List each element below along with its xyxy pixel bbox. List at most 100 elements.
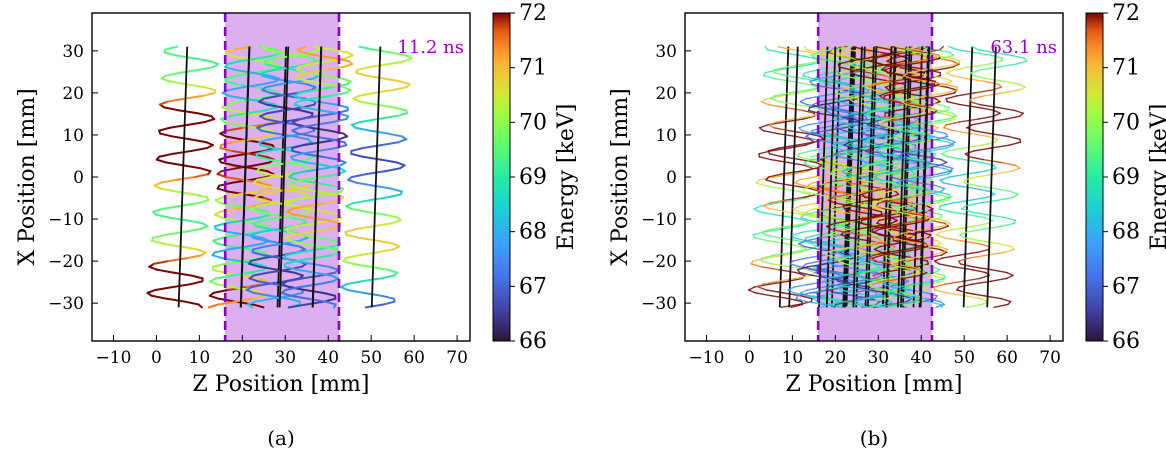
trajectory-segment: [846, 150, 867, 155]
trajectory-segment: [826, 257, 838, 262]
turning-path: [278, 46, 290, 308]
trajectory-segment: [352, 262, 372, 268]
turning-path: [370, 46, 382, 308]
trajectory-segment: [897, 266, 916, 271]
trajectory-segment: [1001, 222, 1015, 227]
trajectory-segment: [803, 184, 816, 190]
trajectory-segment: [346, 288, 365, 294]
trajectory-segment: [895, 257, 913, 262]
trajectory-segment: [973, 147, 992, 152]
trajectory-segment: [182, 228, 202, 234]
trajectory-segment: [158, 152, 174, 158]
trajectory-segment: [175, 176, 196, 181]
trajectory-segment: [889, 286, 900, 291]
trajectory-segment: [249, 257, 265, 263]
trajectory-segment: [345, 233, 361, 239]
trajectory-segment: [865, 289, 878, 294]
trajectory-segment: [861, 170, 881, 175]
trajectory-segment: [979, 199, 1000, 204]
trajectory-segment: [958, 283, 973, 288]
trajectory-segment: [317, 100, 337, 106]
trajectory-segment: [840, 234, 852, 239]
trajectory-segment: [788, 144, 807, 149]
trajectory-segment: [805, 132, 812, 138]
trajectory-segment: [873, 248, 882, 254]
trajectory-segment: [800, 295, 813, 300]
trajectory-segment: [910, 138, 928, 143]
trajectory-segment: [797, 266, 809, 271]
trajectory-segment: [925, 156, 943, 161]
trajectory-segment: [939, 112, 954, 117]
trajectory-segment: [885, 167, 900, 172]
trajectory-segment: [938, 109, 954, 114]
trajectory-segment: [306, 297, 327, 303]
trajectory-segment: [853, 292, 874, 297]
trajectory-segment: [890, 176, 903, 181]
trajectory-segment: [862, 167, 871, 172]
trajectory-segment: [884, 118, 901, 123]
trajectory-segment: [267, 268, 288, 274]
trajectory-segment: [228, 152, 248, 158]
trajectory-segment: [958, 251, 979, 256]
trajectory-segment: [774, 92, 790, 97]
trajectory-segment: [291, 170, 308, 176]
trajectory-segment: [838, 225, 849, 230]
trajectory-segment: [884, 66, 895, 71]
trajectory-segment: [758, 156, 772, 161]
trajectory-segment: [942, 182, 958, 187]
trajectory-segment: [198, 65, 215, 71]
trajectory-segment: [752, 257, 767, 262]
trajectory-segment: [911, 150, 931, 155]
trajectory-segment: [869, 57, 876, 62]
trajectory-segment: [804, 164, 814, 170]
trajectory-segment: [865, 251, 884, 256]
trajectory-segment: [860, 277, 877, 282]
trajectory-segment: [879, 167, 886, 172]
trajectory-segment: [768, 121, 778, 126]
trajectory-segment: [151, 233, 167, 239]
trajectory-segment: [807, 86, 824, 91]
trajectory-segment: [285, 225, 298, 231]
trajectory-segment: [956, 289, 968, 294]
trajectory-segment: [923, 164, 935, 170]
trajectory-segment: [839, 112, 857, 117]
trajectory-segment: [901, 98, 911, 103]
trajectory-segment: [871, 231, 884, 236]
trajectory-segment: [153, 181, 162, 187]
trajectory-segment: [898, 156, 909, 161]
trajectory-segment: [226, 60, 242, 66]
trajectory-segment: [863, 268, 882, 274]
trajectory-segment: [821, 219, 836, 225]
trajectory-segment: [868, 254, 875, 259]
trajectory-segment: [854, 297, 867, 303]
trajectory-segment: [826, 132, 840, 138]
trajectory-segment: [969, 211, 988, 216]
trajectory-segment: [828, 248, 848, 254]
trajectory-segment: [375, 103, 396, 109]
trajectory-segment: [354, 71, 368, 77]
trajectory-segment: [839, 211, 859, 216]
trajectory-segment: [970, 95, 985, 100]
trajectory-segment: [259, 190, 277, 196]
trajectory-segment: [990, 144, 1010, 149]
trajectory-segment: [205, 141, 214, 147]
trajectory-segment: [1001, 89, 1020, 94]
trajectory-segment: [976, 248, 991, 254]
trajectory-segment: [983, 92, 1004, 97]
trajectory-segment: [830, 173, 842, 178]
trajectory-segment: [309, 126, 331, 132]
trajectory-segment: [925, 254, 943, 259]
trajectory-segment: [887, 202, 897, 207]
trajectory-segment: [848, 57, 869, 62]
trajectory-segment: [886, 77, 893, 83]
trajectory-segment: [832, 115, 841, 120]
trajectory-segment: [189, 280, 204, 286]
trajectory-segment: [246, 300, 257, 306]
trajectory-segment: [251, 167, 269, 173]
trajectory-segment: [312, 135, 333, 141]
trajectory-segment: [764, 45, 769, 51]
trajectory-segment: [809, 103, 824, 109]
trajectory-segment: [825, 254, 839, 259]
trajectory-segment: [909, 271, 923, 277]
trajectory-segment: [907, 153, 927, 158]
